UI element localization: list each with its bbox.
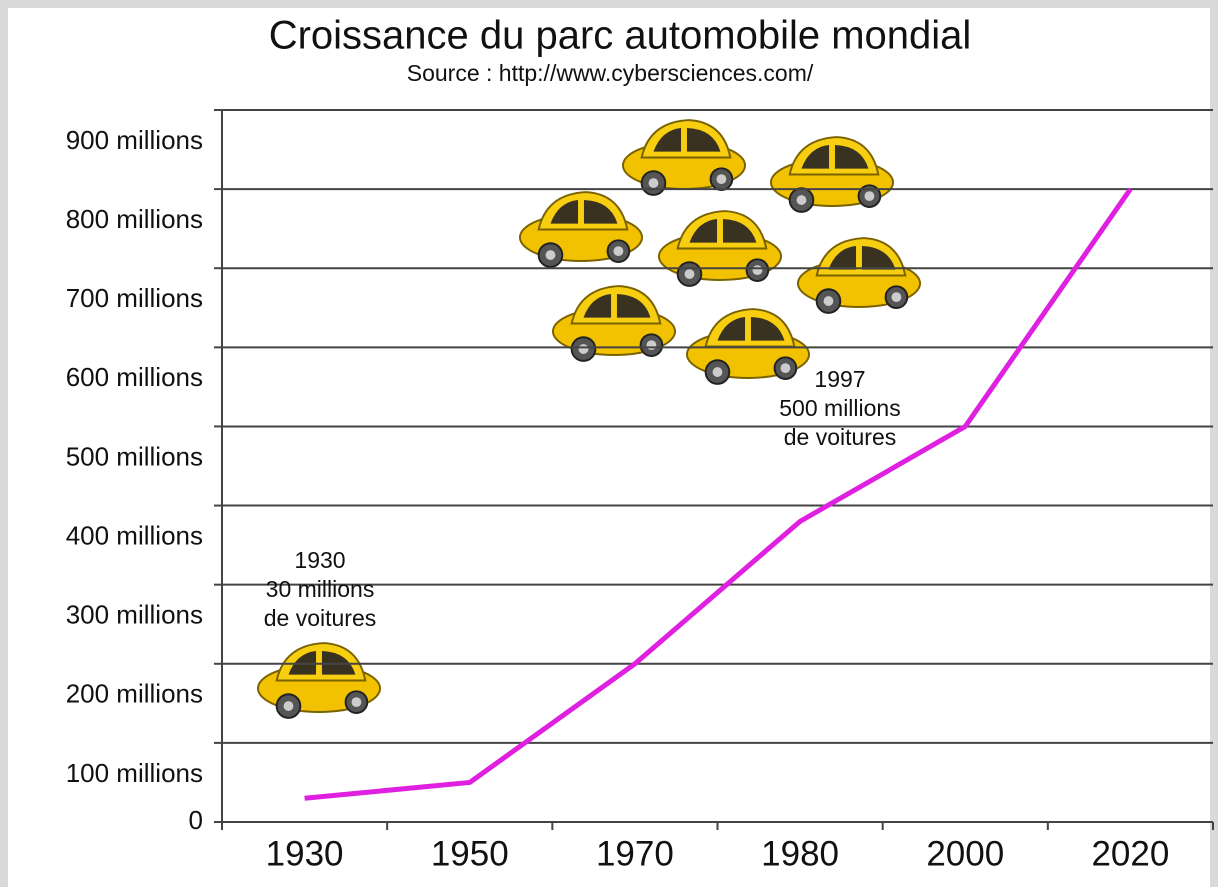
y-tick-label: 100 millions	[66, 758, 203, 788]
x-tick-label: 1930	[266, 834, 344, 873]
y-tick-label: 300 millions	[66, 600, 203, 630]
x-tick-label: 2020	[1091, 834, 1169, 873]
y-tick-label: 200 millions	[66, 679, 203, 709]
chart-subtitle: Source : http://www.cybersciences.com/	[407, 60, 814, 86]
chart-title: Croissance du parc automobile mondial	[269, 14, 972, 58]
x-tick-label: 1980	[761, 834, 839, 873]
annotation: de voitures	[264, 605, 377, 631]
data-line	[304, 187, 1133, 801]
plot-background	[8, 8, 1210, 887]
annotation: 30 millions	[266, 576, 375, 602]
y-tick-label: 900 millions	[66, 125, 203, 155]
y-tick-label: 0	[189, 805, 203, 835]
y-tick-label: 400 millions	[66, 520, 203, 550]
y-tick-label: 700 millions	[66, 283, 203, 313]
y-tick-label: 500 millions	[66, 441, 203, 471]
x-tick-label: 1970	[596, 834, 674, 873]
x-tick-label: 2000	[926, 834, 1004, 873]
annotation: 1997	[814, 366, 865, 392]
y-tick-label: 800 millions	[66, 204, 203, 234]
annotation: 1930	[294, 547, 345, 573]
x-tick-label: 1950	[431, 834, 509, 873]
y-tick-label: 600 millions	[66, 362, 203, 392]
annotation: 500 millions	[779, 395, 900, 421]
annotation: de voitures	[784, 424, 897, 450]
